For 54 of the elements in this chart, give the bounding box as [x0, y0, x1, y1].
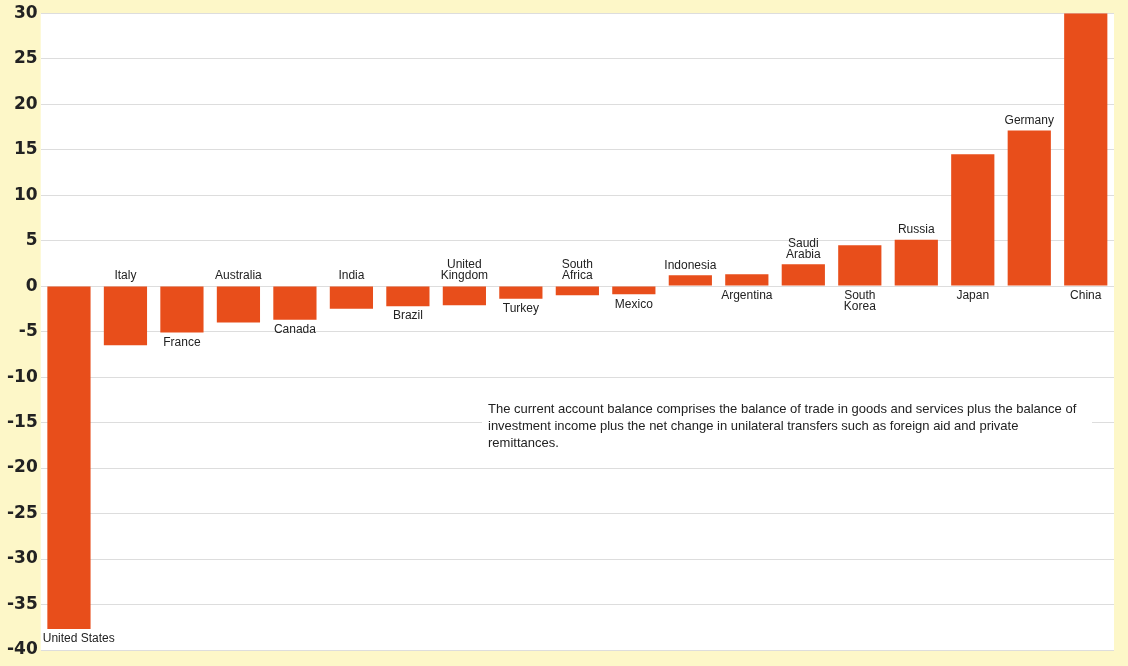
bar [951, 154, 995, 286]
y-tick-label: 30 [14, 1, 38, 22]
y-tick-label: -5 [18, 320, 38, 341]
bar [160, 286, 204, 333]
y-tick-label: -30 [6, 547, 38, 568]
y-tick-label: 25 [14, 47, 38, 68]
bar [725, 274, 769, 286]
bar [781, 264, 825, 286]
annotation: The current account balance comprises the balance of trade in goods and services plus the balance of investment income plus the net change in unilateral transfers such as foreign aid and private remittances. [488, 400, 1077, 450]
bar [612, 286, 656, 295]
x-tick-label: Indonesia [664, 257, 717, 272]
bar [555, 286, 599, 296]
y-tick-label: -20 [6, 456, 38, 477]
x-tick-label: Brazil [392, 308, 423, 323]
y-tick-label: -35 [6, 592, 38, 613]
x-tick-label: France [163, 334, 201, 349]
y-tick-label: -10 [6, 365, 38, 386]
x-tick-label: Japan [956, 288, 990, 303]
bar [838, 245, 882, 286]
y-tick-label: 15 [14, 138, 38, 159]
bar [47, 286, 91, 630]
y-tick-label: -15 [6, 410, 38, 431]
y-tick-label: -40 [6, 638, 38, 659]
x-tick-label: South Korea [843, 288, 877, 314]
bar [1064, 13, 1108, 286]
bar [273, 286, 317, 320]
x-tick-label: United States [42, 631, 115, 646]
y-tick-label: 5 [25, 229, 38, 250]
x-tick-label: India [338, 268, 365, 283]
x-tick-label: Italy [114, 268, 137, 283]
x-tick-label: Germany [1004, 112, 1054, 127]
x-tick-label: Saudi Arabia [785, 235, 821, 261]
bar [216, 286, 261, 323]
x-tick-label: Mexico [614, 296, 654, 311]
x-tick-label: China [1070, 288, 1102, 303]
y-tick-label: -25 [6, 501, 38, 522]
bar [668, 275, 712, 286]
bar [1007, 130, 1051, 286]
x-tick-label: Turkey [502, 301, 539, 316]
bar [894, 239, 938, 286]
x-tick-label: Russia [897, 222, 935, 237]
bar [499, 286, 543, 299]
x-tick-label: Australia [215, 268, 263, 283]
bar [329, 286, 374, 309]
x-tick-label: United Kingdom [440, 257, 489, 283]
y-tick-label: 0 [25, 274, 38, 295]
y-tick-label: 10 [14, 183, 38, 204]
y-tick-label: 20 [14, 92, 38, 113]
bar [386, 286, 430, 307]
x-tick-label: South Africa [561, 257, 594, 283]
bar [442, 286, 486, 306]
x-tick-label: Canada [273, 322, 317, 337]
bar [103, 286, 148, 346]
x-tick-label: Argentina [721, 288, 773, 303]
